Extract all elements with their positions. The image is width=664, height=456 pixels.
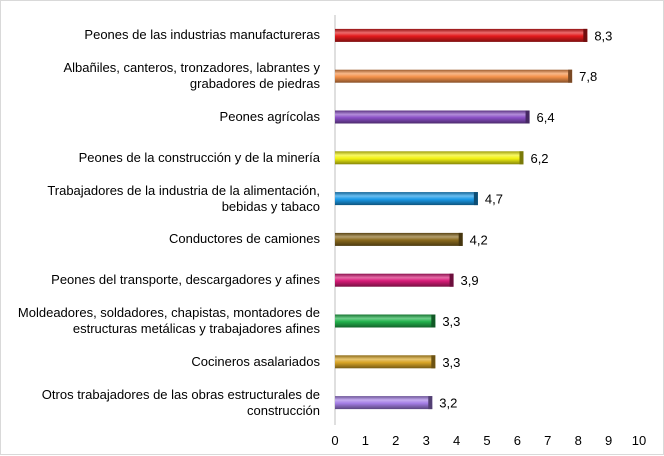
data-label: 3,3 xyxy=(442,314,460,329)
category-label: Albañiles, canteros, tronzadores, labran… xyxy=(0,60,320,92)
bar-end-cap xyxy=(431,314,436,328)
category-label: Peones de las industrias manufactureras xyxy=(0,27,320,43)
category-label-line: Moldeadores, soldadores, chapistas, mont… xyxy=(17,305,320,320)
data-label: 4,2 xyxy=(470,232,488,247)
data-label: 7,8 xyxy=(579,69,597,84)
data-label: 3,3 xyxy=(442,355,460,370)
bar xyxy=(335,232,463,246)
category-label-line: bebidas y tabaco xyxy=(221,198,320,214)
bar xyxy=(335,192,478,206)
x-tick-label: 0 xyxy=(331,433,338,448)
category-label: Peones del transporte, descargadores y a… xyxy=(0,272,320,288)
category-label-line: Peones de las industrias manufactureras xyxy=(84,27,320,43)
category-label-line: Albañiles, canteros, tronzadores, labran… xyxy=(63,60,320,76)
bar-end-cap xyxy=(428,396,433,410)
category-label: Peones de la construcción y de la minerí… xyxy=(0,150,320,166)
category-label: Moldeadores, soldadores, chapistas, mont… xyxy=(0,305,320,337)
data-label: 6,4 xyxy=(537,110,555,125)
bar xyxy=(335,396,433,410)
bar-end-cap xyxy=(568,69,573,83)
category-label: Trabajadores de la industria de la alime… xyxy=(0,183,320,215)
bar xyxy=(335,355,436,369)
x-tick-label: 8 xyxy=(575,433,582,448)
x-tick-label: 2 xyxy=(392,433,399,448)
category-label-line: Conductores de camiones xyxy=(168,231,320,247)
bar-end-cap xyxy=(458,232,463,246)
category-label: Peones agrícolas xyxy=(0,109,320,125)
bar xyxy=(335,273,454,287)
category-label: Conductores de camiones xyxy=(0,231,320,247)
x-tick-label: 4 xyxy=(453,433,460,448)
category-label-line: construcción xyxy=(247,402,320,418)
category-label-line: grabadores de piedras xyxy=(189,76,320,92)
bar xyxy=(335,28,588,42)
data-label: 3,2 xyxy=(439,396,457,411)
category-label-line: Peones del transporte, descargadores y a… xyxy=(51,272,320,288)
bar xyxy=(335,69,573,83)
x-tick-label: 6 xyxy=(514,433,521,448)
x-tick-label: 3 xyxy=(423,433,430,448)
bar-end-cap xyxy=(473,192,478,206)
bar-end-cap xyxy=(449,273,454,287)
data-label: 4,7 xyxy=(485,192,503,207)
x-tick-label: 7 xyxy=(544,433,551,448)
category-label-line: Trabajadores de la industria de la alime… xyxy=(47,182,320,198)
category-label: Otros trabajadores de las obras estructu… xyxy=(0,387,320,419)
data-label: 6,2 xyxy=(530,151,548,166)
x-tick-label: 5 xyxy=(483,433,490,448)
category-label-line: Peones de la construcción y de la minerí… xyxy=(78,149,320,165)
x-tick-label: 10 xyxy=(632,433,646,448)
x-tick-label: 1 xyxy=(362,433,369,448)
bar xyxy=(335,314,436,328)
data-label: 3,9 xyxy=(461,273,479,288)
bar-end-cap xyxy=(583,28,588,42)
category-label-line: estructuras metálicas y trabajadores afi… xyxy=(72,321,320,336)
category-label: Cocineros asalariados xyxy=(0,354,320,370)
bar xyxy=(335,151,524,165)
bar xyxy=(335,110,530,124)
category-label-line: Otros trabajadores de las obras estructu… xyxy=(41,386,320,402)
x-tick-label: 9 xyxy=(605,433,612,448)
data-label: 8,3 xyxy=(594,28,612,43)
bar-end-cap xyxy=(519,151,524,165)
bar-end-cap xyxy=(525,110,530,124)
category-label-line: Peones agrícolas xyxy=(219,109,320,124)
bar-end-cap xyxy=(431,355,436,369)
category-label-line: Cocineros asalariados xyxy=(191,353,320,369)
